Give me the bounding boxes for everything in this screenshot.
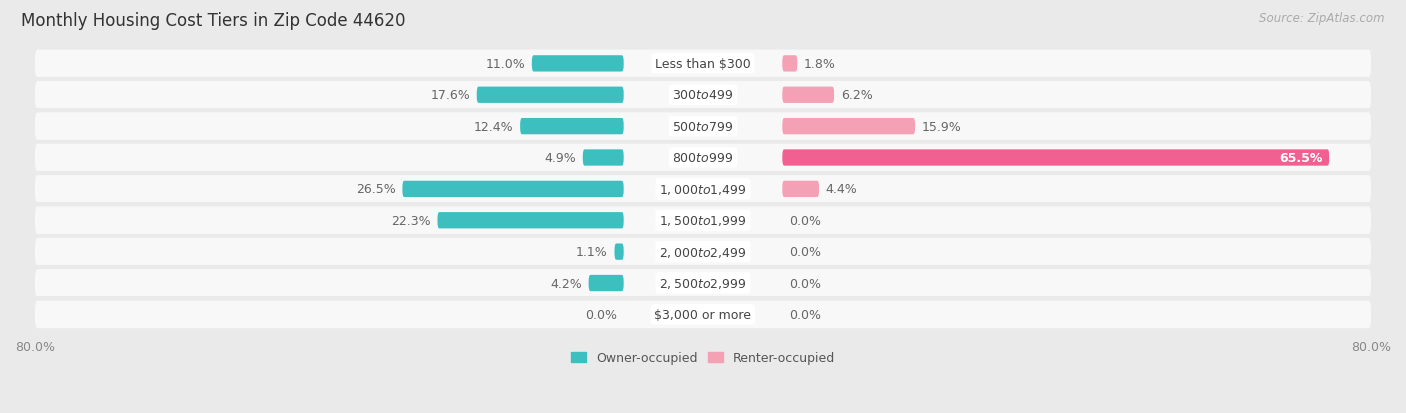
Text: 4.4%: 4.4% — [825, 183, 858, 196]
Text: 0.0%: 0.0% — [789, 214, 821, 227]
Text: 4.9%: 4.9% — [544, 152, 576, 165]
FancyBboxPatch shape — [782, 88, 834, 104]
FancyBboxPatch shape — [35, 270, 1371, 297]
FancyBboxPatch shape — [35, 145, 1371, 172]
Text: 11.0%: 11.0% — [485, 58, 526, 71]
Text: $300 to $499: $300 to $499 — [672, 89, 734, 102]
Text: 0.0%: 0.0% — [585, 308, 617, 321]
Text: 15.9%: 15.9% — [922, 120, 962, 133]
Legend: Owner-occupied, Renter-occupied: Owner-occupied, Renter-occupied — [567, 347, 839, 370]
Text: Less than $300: Less than $300 — [655, 58, 751, 71]
FancyBboxPatch shape — [35, 301, 1371, 328]
Text: Monthly Housing Cost Tiers in Zip Code 44620: Monthly Housing Cost Tiers in Zip Code 4… — [21, 12, 405, 30]
FancyBboxPatch shape — [582, 150, 624, 166]
Text: $2,000 to $2,499: $2,000 to $2,499 — [659, 245, 747, 259]
FancyBboxPatch shape — [437, 213, 624, 229]
Text: $500 to $799: $500 to $799 — [672, 120, 734, 133]
FancyBboxPatch shape — [589, 275, 624, 292]
Text: $1,000 to $1,499: $1,000 to $1,499 — [659, 183, 747, 197]
FancyBboxPatch shape — [35, 113, 1371, 140]
FancyBboxPatch shape — [782, 119, 915, 135]
FancyBboxPatch shape — [477, 88, 624, 104]
FancyBboxPatch shape — [35, 207, 1371, 235]
Text: 1.8%: 1.8% — [804, 58, 837, 71]
Text: 4.2%: 4.2% — [550, 277, 582, 290]
Text: 0.0%: 0.0% — [789, 277, 821, 290]
Text: 1.1%: 1.1% — [576, 246, 607, 259]
FancyBboxPatch shape — [614, 244, 624, 260]
Text: Source: ZipAtlas.com: Source: ZipAtlas.com — [1260, 12, 1385, 25]
Text: $3,000 or more: $3,000 or more — [655, 308, 751, 321]
Text: 17.6%: 17.6% — [430, 89, 470, 102]
FancyBboxPatch shape — [520, 119, 624, 135]
Text: 12.4%: 12.4% — [474, 120, 513, 133]
FancyBboxPatch shape — [782, 56, 797, 72]
FancyBboxPatch shape — [531, 56, 624, 72]
Text: 0.0%: 0.0% — [789, 308, 821, 321]
FancyBboxPatch shape — [35, 176, 1371, 203]
Text: 22.3%: 22.3% — [391, 214, 430, 227]
FancyBboxPatch shape — [402, 181, 624, 197]
Text: 0.0%: 0.0% — [789, 246, 821, 259]
FancyBboxPatch shape — [35, 238, 1371, 266]
Text: $2,500 to $2,999: $2,500 to $2,999 — [659, 276, 747, 290]
Text: 65.5%: 65.5% — [1279, 152, 1323, 165]
Text: $800 to $999: $800 to $999 — [672, 152, 734, 165]
FancyBboxPatch shape — [35, 50, 1371, 78]
FancyBboxPatch shape — [782, 150, 1329, 166]
Text: 6.2%: 6.2% — [841, 89, 873, 102]
Text: $1,500 to $1,999: $1,500 to $1,999 — [659, 214, 747, 228]
FancyBboxPatch shape — [782, 181, 820, 197]
FancyBboxPatch shape — [35, 82, 1371, 109]
Text: 26.5%: 26.5% — [356, 183, 395, 196]
